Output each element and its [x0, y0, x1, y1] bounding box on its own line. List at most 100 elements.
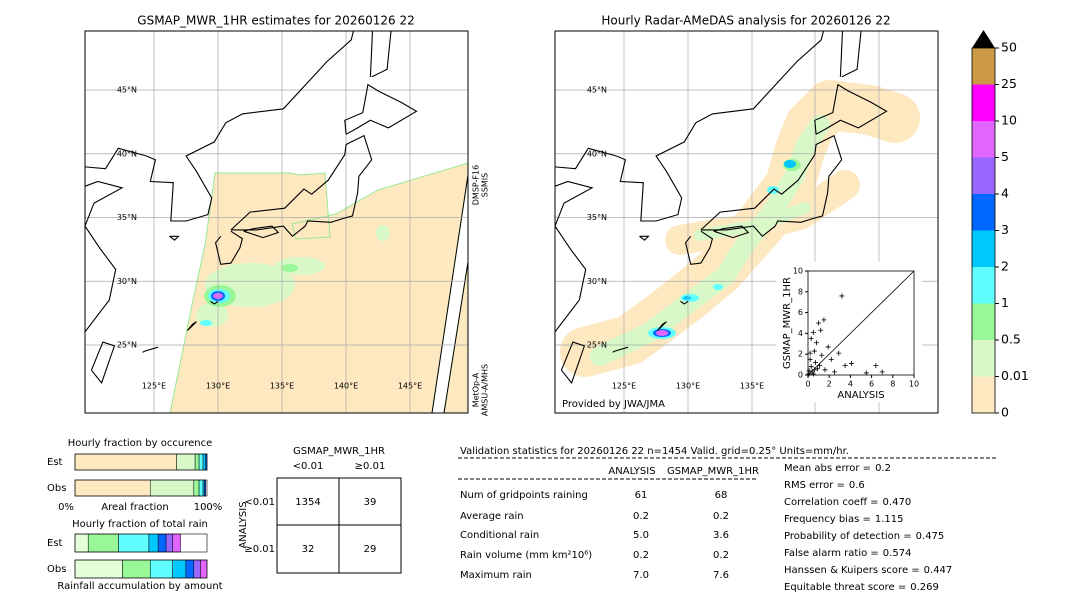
- x-axis-label: Rainfall accumulation by amount: [57, 581, 222, 592]
- stat-value: 3.6: [713, 530, 729, 541]
- row-label: Num of gridpoints raining: [460, 490, 588, 501]
- stat-value: 68: [715, 490, 728, 501]
- category-label: Est: [47, 538, 63, 549]
- coastline: [639, 235, 650, 241]
- coastline: [85, 147, 147, 170]
- map-frame: [84, 30, 469, 414]
- table-cell: 1354: [295, 497, 320, 508]
- lat-label: 25°N: [587, 341, 607, 350]
- row-label: Rain volume (mm km²10⁶): [460, 550, 592, 561]
- bar-segment: [176, 453, 196, 471]
- bar-segment: [74, 533, 89, 553]
- score-label: Frequency bias =: [784, 514, 871, 525]
- score-value: 0.6: [849, 480, 865, 491]
- bar-segment: [122, 559, 151, 579]
- point: [832, 369, 837, 375]
- row-header: <0.01: [244, 497, 275, 508]
- x-tick-label: 8: [890, 380, 895, 389]
- bar-segment: [172, 559, 187, 579]
- coastline: [146, 31, 355, 222]
- point: [810, 371, 816, 377]
- coastline: [700, 134, 843, 238]
- score-value: 0.470: [883, 497, 912, 508]
- colorbar-label: 2: [1001, 259, 1009, 274]
- score-value: 0.2: [875, 463, 891, 474]
- coastline: [369, 31, 392, 78]
- x-tick-label: 100%: [194, 502, 223, 513]
- sensor-label: SSMIS: [481, 173, 490, 198]
- score-label: Hanssen & Kuipers score =: [784, 565, 920, 576]
- point: [813, 340, 819, 346]
- lon-label: 125°E: [612, 382, 636, 391]
- row-header: ≥0.01: [244, 544, 275, 555]
- bar-segment: [172, 533, 181, 553]
- coastline: [85, 180, 124, 333]
- lon-label: 130°E: [676, 382, 700, 391]
- y-tick-label: 4: [798, 329, 803, 338]
- y-axis-label: GSMAP_MWR_1HR: [782, 277, 793, 369]
- row-label: Conditional rain: [460, 530, 539, 541]
- chart-title: Hourly fraction of total rain: [72, 519, 208, 530]
- coastline: [210, 300, 219, 305]
- colorbar-swatch: [972, 340, 995, 377]
- bar-segment: [165, 533, 173, 553]
- colorbar-swatch: [972, 48, 995, 85]
- lat-label: 45°N: [117, 86, 137, 95]
- score-value: 0.475: [916, 531, 945, 542]
- point: [809, 369, 815, 375]
- colorbar-label: 0: [1001, 405, 1009, 420]
- bar-segment: [149, 559, 173, 579]
- lat-label: 45°N: [587, 86, 607, 95]
- chart-title: Hourly fraction by occurence: [68, 438, 212, 449]
- column-header: GSMAP_MWR_1HR: [667, 466, 759, 477]
- coastline: [186, 321, 197, 331]
- category-label: Obs: [47, 483, 66, 494]
- lat-label: 40°N: [117, 149, 137, 158]
- coastline: [243, 225, 280, 239]
- bar-segment: [198, 453, 204, 471]
- column-header: ANALYSIS: [608, 466, 655, 477]
- score-label: RMS error =: [784, 480, 845, 491]
- coastline: [612, 346, 629, 353]
- bar-frame: [74, 559, 208, 579]
- y-tick-label: 10: [793, 267, 803, 276]
- colorbar-swatch: [972, 267, 995, 304]
- point: [879, 369, 885, 375]
- point: [811, 367, 817, 373]
- stat-value: 5.0: [633, 530, 649, 541]
- y-tick-label: 8: [798, 287, 803, 296]
- stat-value: 7.0: [633, 570, 649, 581]
- bar-segment: [185, 559, 195, 579]
- coastline: [169, 235, 180, 241]
- colorbar-swatch: [972, 121, 995, 158]
- point: [839, 293, 845, 299]
- stat-value: 7.6: [713, 570, 729, 581]
- coastline: [713, 225, 750, 239]
- lat-label: 35°N: [117, 213, 137, 222]
- point: [808, 336, 814, 342]
- point: [828, 356, 834, 362]
- sensor-label: MetOp-A: [472, 372, 481, 407]
- coastline: [555, 147, 617, 170]
- table-cell: 29: [364, 544, 377, 555]
- coastline: [215, 230, 244, 265]
- x-tick-label: 0%: [58, 502, 74, 513]
- coastline: [142, 346, 159, 353]
- stat-value: 0.2: [713, 550, 729, 561]
- point: [818, 327, 824, 333]
- map-title: Hourly Radar-AMeDAS analysis for 2026012…: [601, 14, 890, 28]
- colorbar-swatch: [972, 157, 995, 194]
- bar-segment: [202, 453, 206, 471]
- colorbar-swatch: [972, 376, 995, 413]
- scatter-background: [776, 262, 922, 402]
- point: [815, 366, 821, 372]
- bar-frame: [74, 533, 208, 553]
- bar-segment: [149, 479, 195, 497]
- score-label: Equitable threat score =: [784, 582, 906, 593]
- column-header: <0.01: [293, 461, 324, 472]
- colorbar-swatch: [972, 230, 995, 267]
- sensor-label: DMSP-F16: [472, 165, 481, 205]
- colorbar-label: 0.01: [1001, 368, 1029, 383]
- stat-value: 61: [635, 490, 648, 501]
- coastline: [839, 31, 862, 78]
